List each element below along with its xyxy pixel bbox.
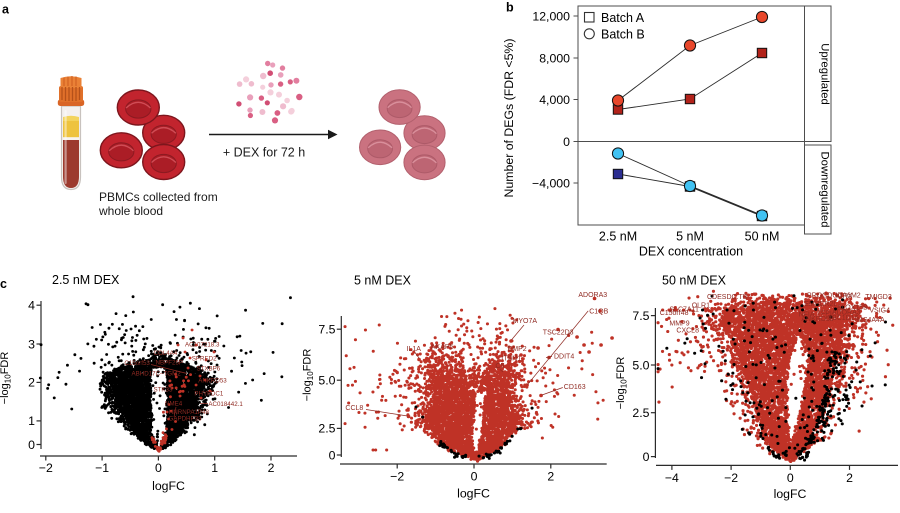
svg-text:5 nM DEX: 5 nM DEX — [354, 274, 412, 288]
svg-text:2.5: 2.5 — [318, 422, 335, 436]
svg-text:2.5 nM: 2.5 nM — [599, 230, 637, 244]
svg-text:C15orf53: C15orf53 — [124, 360, 150, 367]
svg-text:7.5: 7.5 — [318, 323, 335, 337]
svg-text:TSC22D3: TSC22D3 — [543, 329, 574, 336]
svg-text:AC107218.3: AC107218.3 — [185, 342, 220, 349]
svg-text:2: 2 — [28, 376, 35, 390]
svg-text:TMIGD3: TMIGD3 — [865, 294, 892, 301]
svg-text:KIRX: KIRX — [836, 293, 853, 300]
svg-text:AC018442.1: AC018442.1 — [208, 401, 243, 408]
svg-text:ITSN1: ITSN1 — [501, 356, 521, 363]
svg-text:ADORA3: ADORA3 — [578, 292, 607, 299]
svg-text:logFC: logFC — [774, 487, 807, 501]
svg-text:logFC: logFC — [152, 479, 185, 493]
svg-text:C15orf48: C15orf48 — [660, 310, 689, 317]
svg-text:ANKRD55: ANKRD55 — [801, 316, 833, 323]
svg-text:4: 4 — [28, 299, 35, 313]
svg-text:COL4A4: COL4A4 — [154, 350, 178, 357]
svg-text:5 nM: 5 nM — [676, 230, 704, 244]
svg-text:STXBP6: STXBP6 — [197, 366, 221, 373]
svg-text:Upregulated: Upregulated — [819, 43, 831, 105]
svg-text:0: 0 — [471, 470, 478, 484]
svg-text:0: 0 — [329, 448, 336, 462]
svg-text:IL1A: IL1A — [407, 346, 422, 353]
svg-text:0: 0 — [155, 461, 162, 475]
svg-text:VSIG4: VSIG4 — [869, 307, 890, 314]
svg-text:0: 0 — [563, 135, 570, 149]
svg-text:ADORA3: ADORA3 — [832, 310, 861, 317]
svg-text:−4,000: −4,000 — [532, 176, 570, 190]
svg-text:b: b — [506, 1, 514, 15]
svg-text:−2: −2 — [390, 470, 404, 484]
svg-text:2: 2 — [846, 471, 853, 485]
svg-text:DDIT4: DDIT4 — [554, 354, 574, 361]
svg-text:HNRNPA1P48: HNRNPA1P48 — [169, 409, 210, 416]
svg-text:1: 1 — [211, 461, 218, 475]
svg-text:AKAP5: AKAP5 — [431, 344, 454, 351]
svg-text:−2: −2 — [39, 461, 53, 475]
svg-text:7.5: 7.5 — [632, 309, 649, 323]
svg-text:ALOX15B: ALOX15B — [837, 305, 868, 312]
svg-text:EMP2: EMP2 — [508, 346, 527, 353]
svg-text:0: 0 — [643, 450, 650, 464]
svg-text:−2: −2 — [724, 471, 738, 485]
svg-text:2.5: 2.5 — [632, 406, 649, 420]
svg-text:TFPI: TFPI — [817, 311, 832, 318]
svg-text:0: 0 — [28, 438, 35, 452]
svg-text:ANKRD53: ANKRD53 — [198, 378, 227, 385]
svg-text:PROCDUDA6M2: PROCDUDA6M2 — [807, 293, 861, 300]
svg-text:CCL8: CCL8 — [345, 405, 363, 412]
svg-text:logFC: logFC — [457, 487, 490, 501]
svg-text:4,000: 4,000 — [539, 93, 570, 107]
svg-text:50 nM DEX: 50 nM DEX — [662, 274, 727, 288]
svg-text:MMP9: MMP9 — [669, 321, 689, 328]
svg-text:−1: −1 — [95, 461, 109, 475]
svg-text:NME4: NME4 — [165, 401, 183, 408]
svg-text:5.0: 5.0 — [318, 374, 335, 388]
svg-text:0: 0 — [787, 471, 794, 485]
svg-text:EMPCR2L: EMPCR2L — [804, 301, 837, 308]
svg-text:−log10FDR: −log10FDR — [0, 352, 13, 405]
svg-text:−log10FDR: −log10FDR — [615, 357, 629, 410]
svg-text:+ DEX for 72 h: + DEX for 72 h — [223, 146, 305, 160]
svg-text:whole blood: whole blood — [98, 204, 163, 218]
svg-text:Downregulated: Downregulated — [819, 152, 831, 228]
svg-text:3: 3 — [28, 337, 35, 351]
svg-text:NBPF25P: NBPF25P — [156, 360, 184, 367]
svg-text:PHYFDC1: PHYFDC1 — [194, 391, 223, 398]
svg-text:Number of DEGs (FDR <5%): Number of DEGs (FDR <5%) — [502, 39, 516, 198]
svg-text:2.5 nM DEX: 2.5 nM DEX — [52, 273, 120, 287]
svg-text:CD163: CD163 — [564, 384, 586, 391]
svg-text:NFIA: NFIA — [799, 312, 815, 319]
svg-text:a: a — [2, 3, 10, 17]
svg-text:2: 2 — [268, 461, 275, 475]
svg-text:MS4A4A: MS4A4A — [857, 317, 885, 324]
svg-text:PBMCs collected from: PBMCs collected from — [99, 190, 218, 204]
svg-text:SPRED2: SPRED2 — [192, 356, 217, 363]
svg-text:C1QB: C1QB — [589, 308, 608, 315]
svg-text:Batch B: Batch B — [601, 27, 645, 41]
svg-text:c: c — [0, 277, 7, 291]
svg-text:TBC1D16: TBC1D16 — [828, 315, 859, 322]
svg-text:−log10FDR: −log10FDR — [302, 349, 316, 402]
svg-text:2: 2 — [547, 470, 554, 484]
svg-text:−4: −4 — [665, 471, 679, 485]
svg-text:ABHD17C–TGM2: ABHD17C–TGM2 — [132, 370, 182, 377]
svg-text:OLR1: OLR1 — [692, 302, 710, 309]
svg-text:1: 1 — [28, 414, 35, 428]
svg-text:MYO7A: MYO7A — [513, 318, 538, 325]
svg-text:Batch A: Batch A — [601, 11, 645, 25]
svg-text:DEX concentration: DEX concentration — [639, 245, 743, 259]
svg-text:8,000: 8,000 — [539, 51, 570, 65]
svg-text:50 nM: 50 nM — [745, 230, 780, 244]
svg-text:STK33: STK33 — [154, 387, 173, 394]
svg-text:C5: C5 — [495, 363, 504, 370]
svg-text:CXCL8: CXCL8 — [676, 328, 699, 335]
svg-text:12,000: 12,000 — [532, 9, 570, 23]
svg-text:CDESDC.TB: CDESDC.TB — [707, 294, 748, 301]
svg-text:5.0: 5.0 — [632, 358, 649, 372]
svg-text:GAPDHP33: GAPDHP33 — [169, 416, 203, 423]
svg-text:SLC7A11: SLC7A11 — [669, 307, 699, 314]
